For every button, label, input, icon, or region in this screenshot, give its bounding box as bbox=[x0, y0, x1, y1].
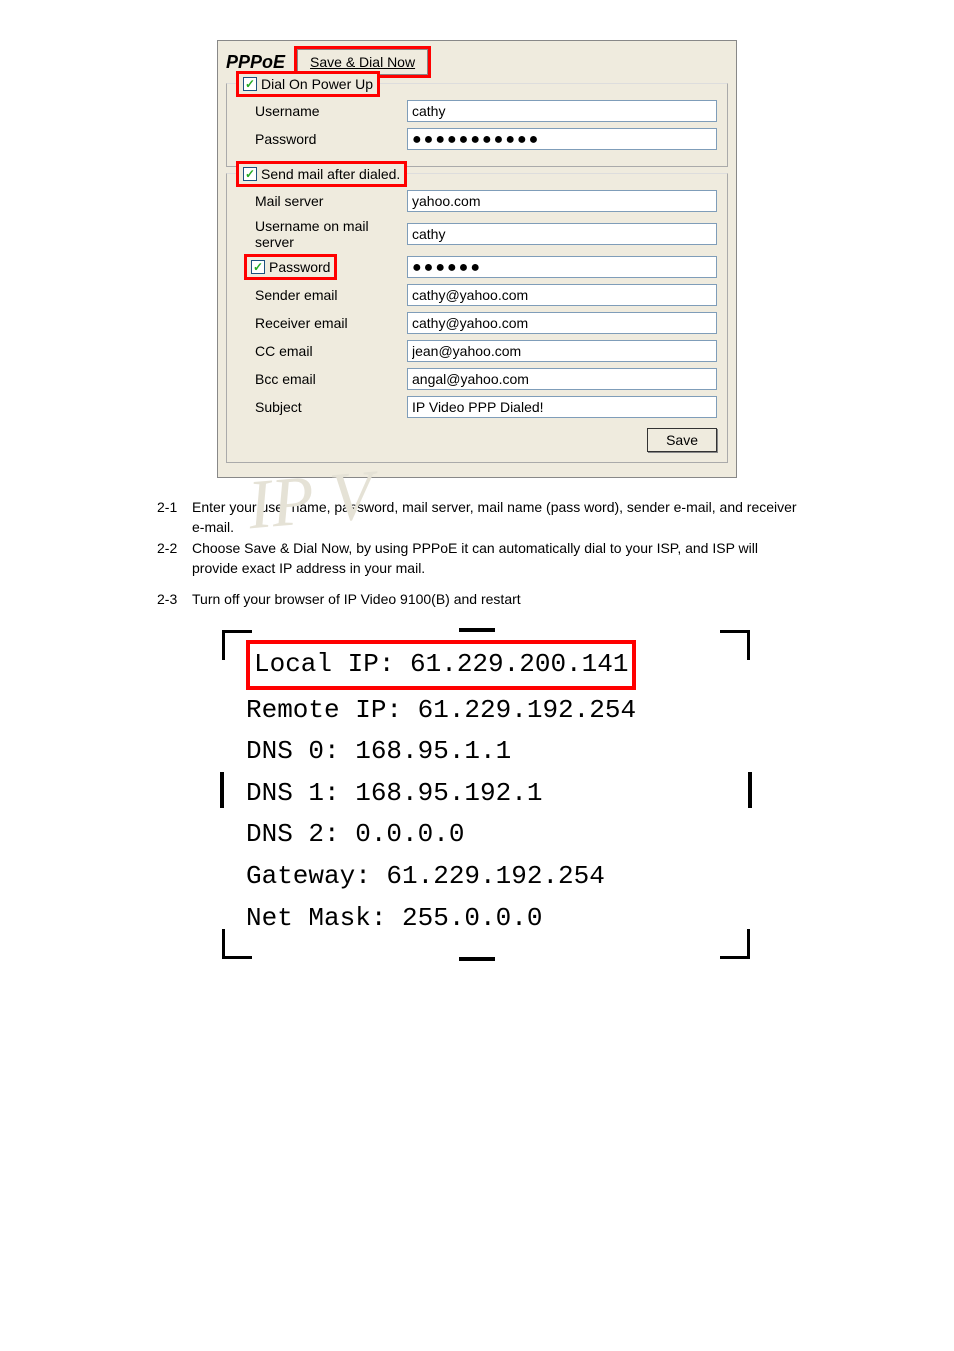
dns0-line: DNS 0: 168.95.1.1 bbox=[246, 731, 708, 773]
dial-on-power-up-checkbox-row[interactable]: ✓ Dial On Power Up bbox=[239, 74, 377, 94]
dns2-line: DNS 2: 0.0.0.0 bbox=[246, 814, 708, 856]
username-input[interactable] bbox=[407, 100, 717, 122]
instruction-3-text: Turn off your browser of IP Video 9100(B… bbox=[192, 590, 797, 610]
mail-user-label: Username on mail server bbox=[237, 218, 407, 250]
instructions: 2-1 Enter your user name, password, mail… bbox=[157, 498, 797, 610]
dns1-line: DNS 1: 168.95.192.1 bbox=[246, 773, 708, 815]
crop-mark-icon bbox=[222, 630, 252, 660]
pppoe-title: PPPoE bbox=[226, 52, 285, 73]
receiver-row: Receiver email bbox=[237, 312, 717, 334]
username-row: Username bbox=[237, 100, 717, 122]
receiver-input[interactable] bbox=[407, 312, 717, 334]
instruction-1-text: Enter your user name, password, mail ser… bbox=[192, 498, 797, 537]
ip-info-display: Local IP: 61.229.200.141 Remote IP: 61.2… bbox=[222, 630, 732, 949]
gateway-line: Gateway: 61.229.192.254 bbox=[246, 856, 708, 898]
password-label: Password bbox=[237, 131, 407, 147]
sender-row: Sender email bbox=[237, 284, 717, 306]
pppoe-panel: IP IP V PPPoE Save & Dial Now ✓ Dial On … bbox=[217, 40, 737, 478]
mail-server-label: Mail server bbox=[237, 193, 407, 209]
sender-label: Sender email bbox=[237, 287, 407, 303]
mail-server-row: Mail server bbox=[237, 190, 717, 212]
instruction-2-text: Choose Save & Dial Now, by using PPPoE i… bbox=[192, 539, 797, 578]
mail-password-input[interactable]: ●●●●●● bbox=[407, 256, 717, 278]
mail-user-row: Username on mail server bbox=[237, 218, 717, 250]
crop-mark-icon bbox=[720, 630, 750, 660]
crop-mark-icon bbox=[459, 628, 495, 632]
save-dial-now-button[interactable]: Save & Dial Now bbox=[297, 49, 428, 75]
sender-input[interactable] bbox=[407, 284, 717, 306]
password-input[interactable]: ●●●●●●●●●●● bbox=[407, 128, 717, 150]
instruction-2: 2-2 Choose Save & Dial Now, by using PPP… bbox=[157, 539, 797, 578]
checkbox-icon[interactable]: ✓ bbox=[243, 167, 257, 181]
instruction-2-num: 2-2 bbox=[157, 539, 192, 578]
crop-mark-icon bbox=[220, 772, 224, 808]
crop-mark-icon bbox=[459, 957, 495, 961]
cc-label: CC email bbox=[237, 343, 407, 359]
bcc-label: Bcc email bbox=[237, 371, 407, 387]
receiver-label: Receiver email bbox=[237, 315, 407, 331]
instruction-3-num: 2-3 bbox=[157, 590, 192, 610]
local-ip-line: Local IP: 61.229.200.141 bbox=[246, 640, 636, 690]
crop-mark-icon bbox=[222, 929, 252, 959]
crop-mark-icon bbox=[748, 772, 752, 808]
mail-password-label: Password bbox=[269, 259, 330, 275]
bcc-row: Bcc email bbox=[237, 368, 717, 390]
subject-label: Subject bbox=[237, 399, 407, 415]
password-row: Password ●●●●●●●●●●● bbox=[237, 128, 717, 150]
mail-server-input[interactable] bbox=[407, 190, 717, 212]
send-mail-checkbox-row[interactable]: ✓ Send mail after dialed. bbox=[239, 164, 404, 184]
instruction-1-num: 2-1 bbox=[157, 498, 192, 537]
checkbox-icon[interactable]: ✓ bbox=[251, 260, 265, 274]
subject-input[interactable] bbox=[407, 396, 717, 418]
dial-on-power-up-label: Dial On Power Up bbox=[261, 76, 373, 92]
mail-password-checkbox-row[interactable]: ✓ Password bbox=[247, 257, 334, 277]
crop-mark-icon bbox=[720, 929, 750, 959]
mail-user-input[interactable] bbox=[407, 223, 717, 245]
save-button[interactable]: Save bbox=[647, 428, 717, 452]
cc-input[interactable] bbox=[407, 340, 717, 362]
send-mail-section: ✓ Send mail after dialed. Mail server Us… bbox=[226, 173, 728, 463]
subject-row: Subject bbox=[237, 396, 717, 418]
dial-on-power-up-section: ✓ Dial On Power Up Username Password ●●●… bbox=[226, 83, 728, 167]
netmask-line: Net Mask: 255.0.0.0 bbox=[246, 898, 708, 940]
username-label: Username bbox=[237, 103, 407, 119]
checkbox-icon[interactable]: ✓ bbox=[243, 77, 257, 91]
remote-ip-line: Remote IP: 61.229.192.254 bbox=[246, 690, 708, 732]
mail-password-row: ✓ Password ●●●●●● bbox=[237, 256, 717, 278]
bcc-input[interactable] bbox=[407, 368, 717, 390]
instruction-1: 2-1 Enter your user name, password, mail… bbox=[157, 498, 797, 537]
cc-row: CC email bbox=[237, 340, 717, 362]
send-mail-label: Send mail after dialed. bbox=[261, 166, 400, 182]
instruction-3: 2-3 Turn off your browser of IP Video 91… bbox=[157, 590, 797, 610]
